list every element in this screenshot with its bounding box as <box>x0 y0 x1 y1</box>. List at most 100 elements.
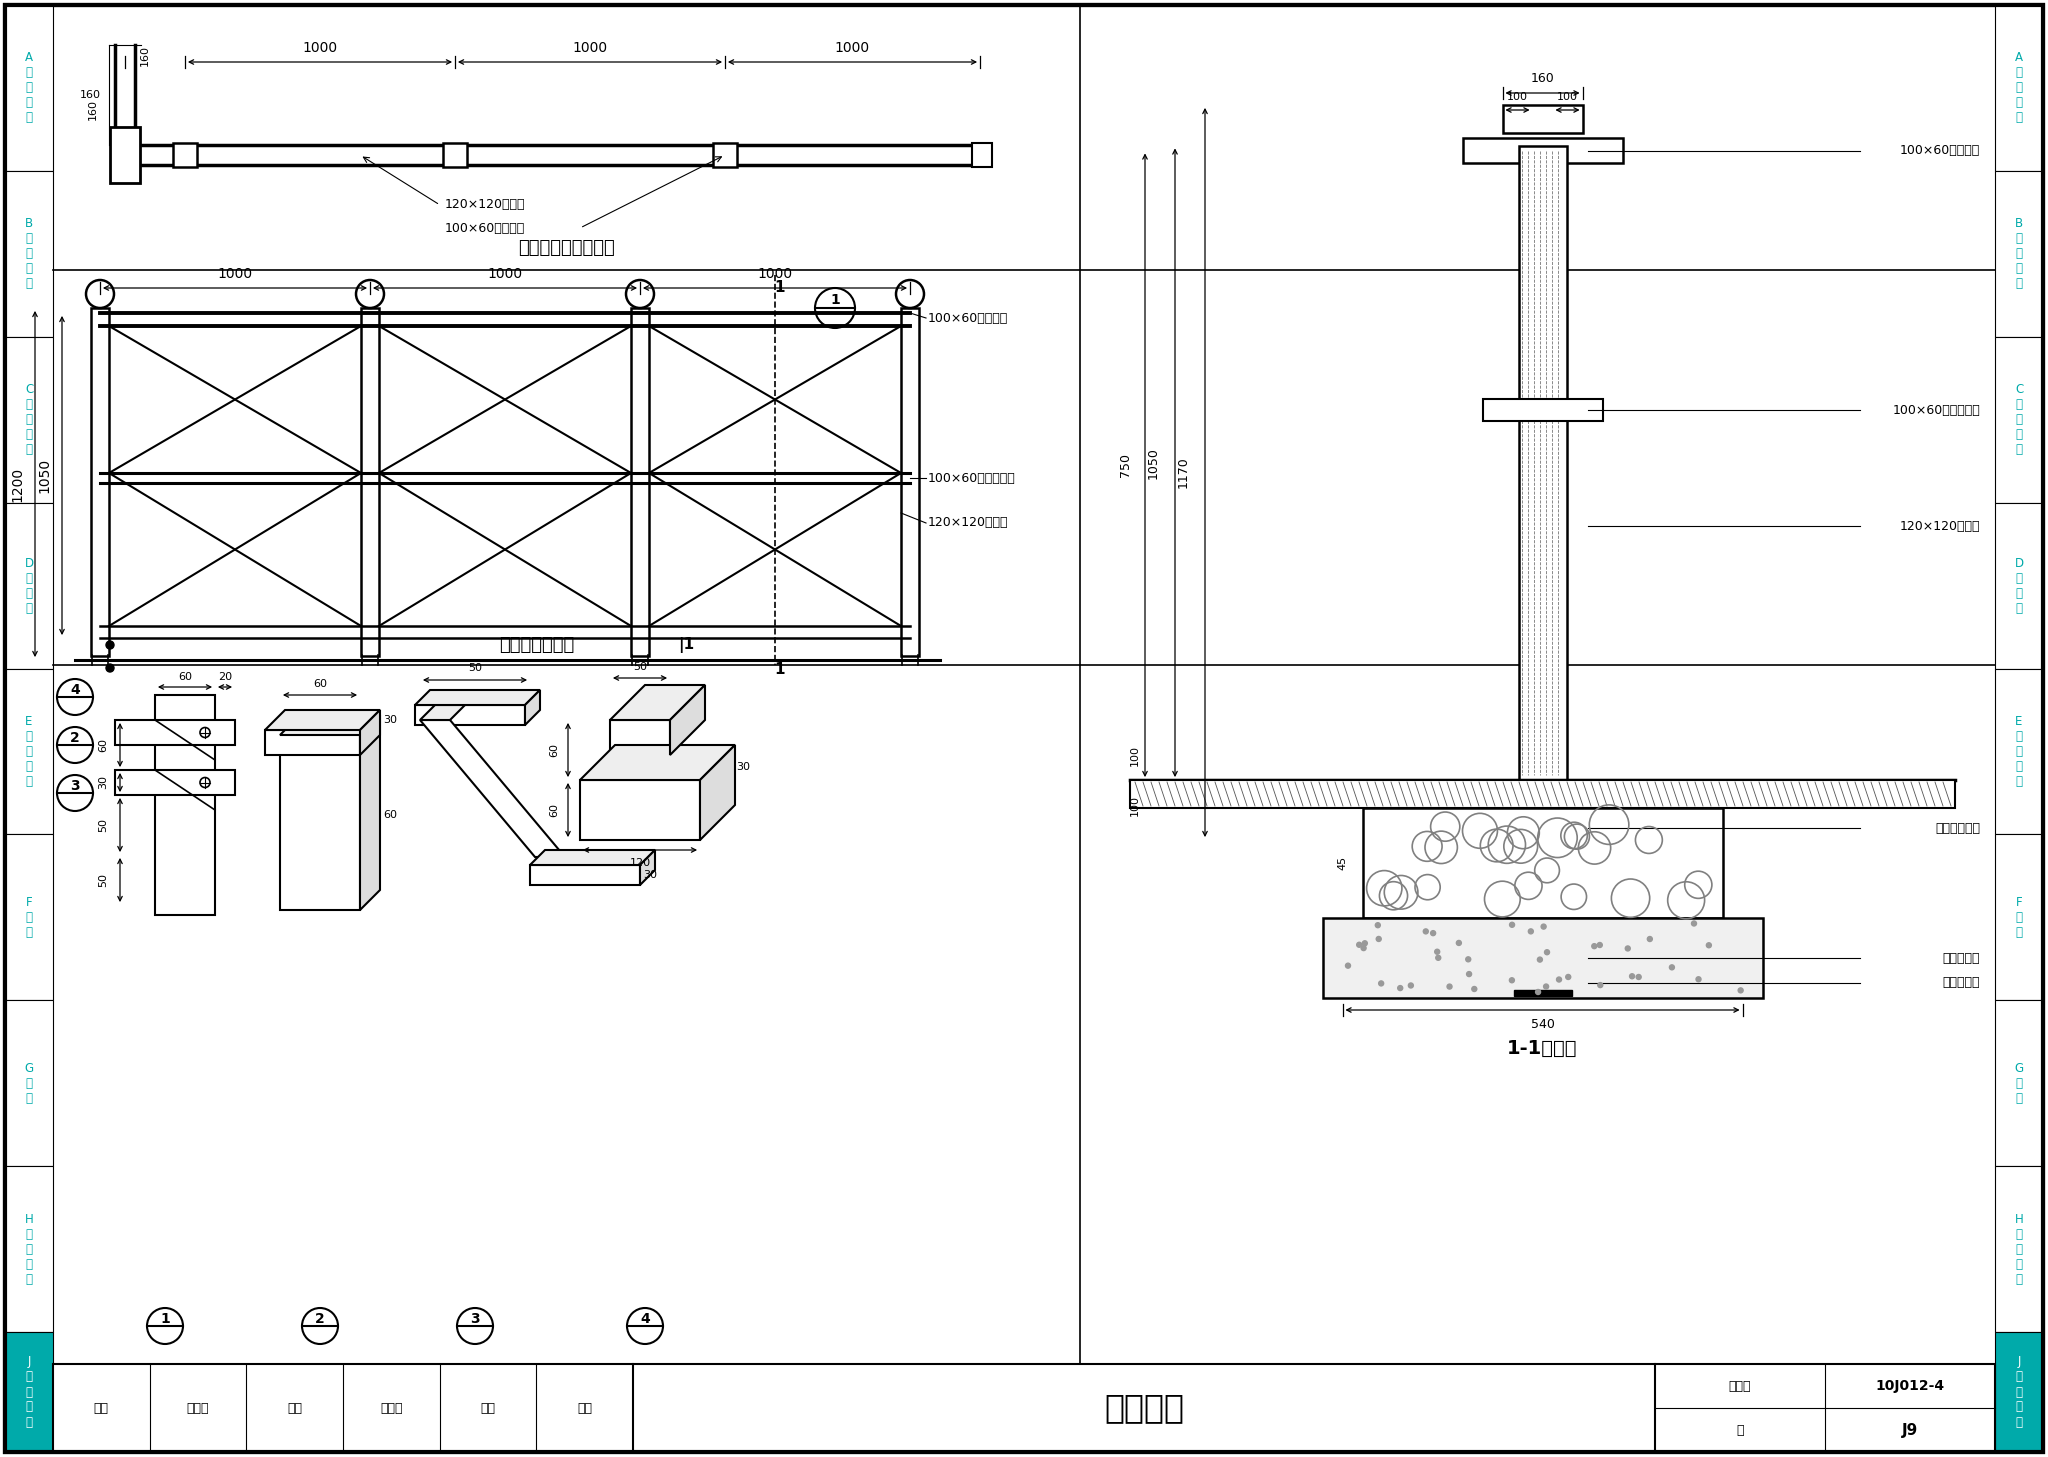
Text: 1050: 1050 <box>37 457 51 492</box>
Bar <box>1323 918 1763 998</box>
Bar <box>264 730 360 755</box>
Circle shape <box>1591 944 1597 949</box>
Circle shape <box>1378 981 1384 986</box>
Text: C
观
景
平
台: C 观 景 平 台 <box>25 383 33 456</box>
Polygon shape <box>670 685 705 755</box>
Polygon shape <box>639 849 655 884</box>
Text: 1200: 1200 <box>10 466 25 501</box>
Circle shape <box>1362 946 1366 950</box>
Text: 2: 2 <box>70 731 80 745</box>
Circle shape <box>1597 982 1604 988</box>
Text: 50: 50 <box>633 661 647 672</box>
Text: 120×120塑木柱: 120×120塑木柱 <box>1898 520 1980 533</box>
Circle shape <box>1409 983 1413 988</box>
Bar <box>115 769 236 796</box>
Text: 1170: 1170 <box>1176 456 1190 488</box>
Text: 60: 60 <box>178 672 193 682</box>
Bar <box>115 720 236 745</box>
Text: G
水
景: G 水 景 <box>2015 1062 2023 1104</box>
Bar <box>1462 138 1622 163</box>
Bar <box>973 143 991 168</box>
Text: 1000: 1000 <box>217 267 252 281</box>
Bar <box>1362 809 1722 918</box>
Bar <box>1513 989 1571 997</box>
Circle shape <box>1376 937 1380 941</box>
Circle shape <box>1696 976 1702 982</box>
Text: 塑木栏杆立面图: 塑木栏杆立面图 <box>500 637 573 654</box>
Bar <box>4 1001 53 1166</box>
Bar <box>4 1332 53 1453</box>
Bar <box>281 734 360 911</box>
Text: 钢板筒连接件: 钢板筒连接件 <box>1935 822 1980 835</box>
Text: 基础混凝土: 基础混凝土 <box>1942 951 1980 965</box>
Text: E
游
船
码
头: E 游 船 码 头 <box>25 715 33 788</box>
Circle shape <box>1739 988 1743 992</box>
Circle shape <box>1542 924 1546 930</box>
Circle shape <box>1544 950 1550 954</box>
Text: 45: 45 <box>1337 855 1348 870</box>
Bar <box>4 669 53 835</box>
Text: 1000: 1000 <box>834 41 870 55</box>
Text: D
钓
鱼
台: D 钓 鱼 台 <box>25 557 33 615</box>
Polygon shape <box>700 745 735 841</box>
Polygon shape <box>281 715 381 734</box>
Circle shape <box>1346 963 1350 967</box>
Circle shape <box>1423 930 1427 934</box>
Text: 校对: 校对 <box>287 1402 303 1415</box>
Text: 1: 1 <box>774 663 784 678</box>
Bar <box>4 4 53 170</box>
Circle shape <box>1692 921 1696 927</box>
Circle shape <box>1538 957 1542 962</box>
Bar <box>1995 1332 2044 1453</box>
Polygon shape <box>524 691 541 726</box>
Bar <box>4 503 53 669</box>
Text: A
亲
水
平
台: A 亲 水 平 台 <box>2015 51 2023 124</box>
Text: 10J012-4: 10J012-4 <box>1876 1378 1944 1393</box>
Circle shape <box>1556 978 1561 982</box>
Text: 100×60塑木交叉撑: 100×60塑木交叉撑 <box>1892 404 1980 417</box>
Bar <box>713 143 737 168</box>
Bar <box>4 337 53 503</box>
Text: 750: 750 <box>1118 453 1130 478</box>
Circle shape <box>1509 922 1516 927</box>
Polygon shape <box>420 705 465 720</box>
Circle shape <box>1436 949 1440 954</box>
Text: H
景
观
桥
梁: H 景 观 桥 梁 <box>25 1212 33 1285</box>
Bar <box>610 720 670 755</box>
Text: J
通
用
构
造: J 通 用 构 造 <box>2015 1355 2023 1428</box>
Text: 50: 50 <box>98 873 109 887</box>
Text: 100×60塑木扶手: 100×60塑木扶手 <box>928 312 1008 325</box>
Text: 100: 100 <box>1130 745 1141 765</box>
Text: 100×60塑木扶手: 100×60塑木扶手 <box>1901 144 1980 157</box>
Circle shape <box>1466 972 1473 976</box>
Circle shape <box>1362 941 1368 946</box>
Circle shape <box>1432 931 1436 935</box>
Text: 60: 60 <box>549 803 559 817</box>
Text: 1000: 1000 <box>487 267 522 281</box>
Text: 设计: 设计 <box>481 1402 496 1415</box>
Text: 100×60塑木扶手: 100×60塑木扶手 <box>444 221 524 235</box>
Text: 4: 4 <box>641 1311 649 1326</box>
Polygon shape <box>264 710 381 730</box>
Text: 160: 160 <box>139 45 150 66</box>
Circle shape <box>106 664 115 672</box>
Text: 审核: 审核 <box>94 1402 109 1415</box>
Bar <box>1995 835 2044 1001</box>
Text: 1000: 1000 <box>573 41 608 55</box>
Bar <box>172 143 197 168</box>
Text: D
钓
鱼
台: D 钓 鱼 台 <box>2015 557 2023 615</box>
Bar <box>530 865 639 884</box>
Circle shape <box>1509 978 1513 983</box>
Bar <box>1995 503 2044 669</box>
Text: 60: 60 <box>313 679 328 689</box>
Circle shape <box>1448 983 1452 989</box>
Circle shape <box>1636 975 1640 979</box>
Text: 页: 页 <box>1737 1423 1743 1437</box>
Text: J
通
用
构
造: J 通 用 构 造 <box>25 1355 33 1428</box>
Circle shape <box>1466 957 1470 962</box>
Bar <box>416 705 524 726</box>
Text: F
驳
岸: F 驳 岸 <box>2015 896 2023 938</box>
Bar <box>1995 669 2044 835</box>
Bar <box>1518 146 1567 911</box>
Text: 100: 100 <box>1130 794 1141 816</box>
